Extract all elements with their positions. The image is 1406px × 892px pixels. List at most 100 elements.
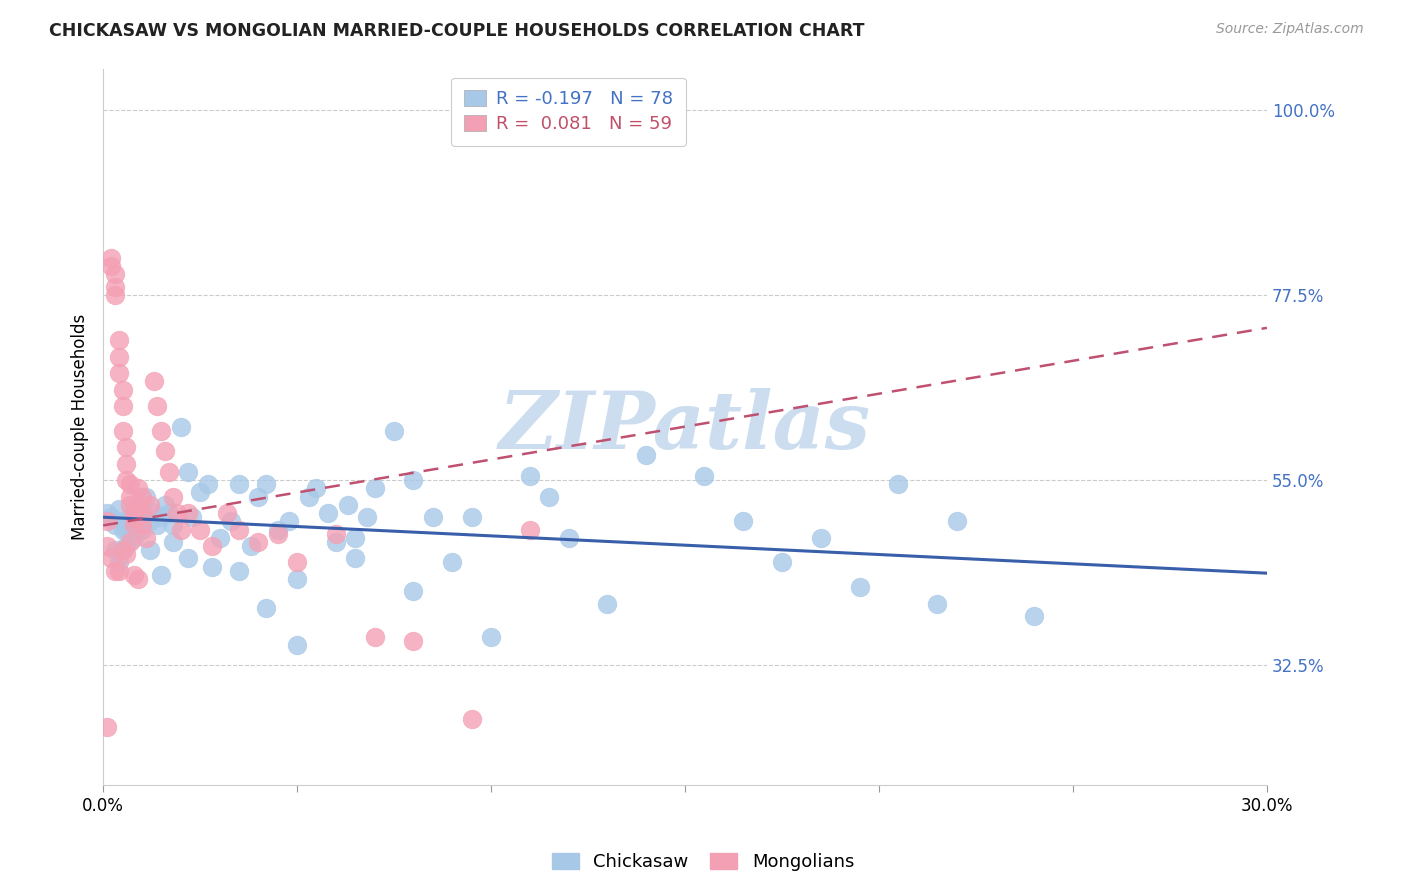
Point xyxy=(104,518,127,533)
Point xyxy=(170,419,193,434)
Point xyxy=(298,490,321,504)
Point xyxy=(135,531,157,545)
Point xyxy=(120,523,142,537)
Point xyxy=(316,506,339,520)
Point xyxy=(177,551,200,566)
Point xyxy=(111,383,134,397)
Point xyxy=(733,514,755,528)
Point xyxy=(197,477,219,491)
Point xyxy=(122,510,145,524)
Point xyxy=(96,514,118,528)
Point xyxy=(177,506,200,520)
Point xyxy=(111,424,134,438)
Point xyxy=(201,559,224,574)
Point xyxy=(519,523,541,537)
Point xyxy=(479,630,502,644)
Point xyxy=(402,473,425,487)
Point xyxy=(848,580,870,594)
Point xyxy=(122,567,145,582)
Point xyxy=(122,506,145,520)
Point xyxy=(887,477,910,491)
Point xyxy=(122,506,145,520)
Point xyxy=(356,510,378,524)
Point xyxy=(170,523,193,537)
Point xyxy=(131,518,153,533)
Point xyxy=(177,465,200,479)
Point xyxy=(228,523,250,537)
Point xyxy=(325,526,347,541)
Point xyxy=(636,449,658,463)
Point xyxy=(810,531,832,545)
Point xyxy=(96,720,118,734)
Point xyxy=(115,457,138,471)
Point xyxy=(107,333,129,347)
Point xyxy=(162,518,184,533)
Legend: R = -0.197   N = 78, R =  0.081   N = 59: R = -0.197 N = 78, R = 0.081 N = 59 xyxy=(451,78,686,145)
Point xyxy=(146,518,169,533)
Point xyxy=(150,424,173,438)
Point xyxy=(131,490,153,504)
Y-axis label: Married-couple Households: Married-couple Households xyxy=(72,313,89,540)
Point xyxy=(945,514,967,528)
Point xyxy=(131,523,153,537)
Point xyxy=(127,514,149,528)
Point xyxy=(228,477,250,491)
Point xyxy=(153,498,176,512)
Point xyxy=(135,490,157,504)
Point xyxy=(122,531,145,545)
Point xyxy=(104,543,127,558)
Point xyxy=(138,514,160,528)
Point xyxy=(153,444,176,458)
Point xyxy=(422,510,444,524)
Point xyxy=(107,366,129,380)
Point xyxy=(402,584,425,599)
Point xyxy=(115,539,138,553)
Point xyxy=(111,523,134,537)
Point xyxy=(228,564,250,578)
Point xyxy=(927,597,949,611)
Point xyxy=(127,572,149,586)
Point xyxy=(382,424,405,438)
Point xyxy=(162,490,184,504)
Point xyxy=(596,597,619,611)
Point xyxy=(107,564,129,578)
Point xyxy=(460,510,482,524)
Point xyxy=(120,477,142,491)
Point xyxy=(100,510,122,524)
Point xyxy=(120,535,142,549)
Point xyxy=(1024,609,1046,624)
Point xyxy=(344,551,367,566)
Point xyxy=(336,498,359,512)
Point xyxy=(115,473,138,487)
Point xyxy=(557,531,579,545)
Point xyxy=(107,350,129,364)
Point xyxy=(402,633,425,648)
Point xyxy=(267,523,290,537)
Point xyxy=(157,506,180,520)
Point xyxy=(138,498,160,512)
Point xyxy=(219,514,242,528)
Point xyxy=(538,490,561,504)
Point xyxy=(267,526,290,541)
Point xyxy=(254,477,277,491)
Point xyxy=(363,482,385,496)
Point xyxy=(460,712,482,726)
Point xyxy=(104,268,127,282)
Point xyxy=(115,440,138,454)
Point xyxy=(188,485,211,500)
Point xyxy=(239,539,262,553)
Point xyxy=(131,506,153,520)
Point xyxy=(770,556,793,570)
Point xyxy=(100,251,122,265)
Point xyxy=(325,535,347,549)
Text: ZIPatlas: ZIPatlas xyxy=(499,388,872,466)
Point xyxy=(120,490,142,504)
Point xyxy=(201,539,224,553)
Point xyxy=(157,465,180,479)
Point xyxy=(111,543,134,558)
Point xyxy=(142,375,165,389)
Text: CHICKASAW VS MONGOLIAN MARRIED-COUPLE HOUSEHOLDS CORRELATION CHART: CHICKASAW VS MONGOLIAN MARRIED-COUPLE HO… xyxy=(49,22,865,40)
Point xyxy=(254,600,277,615)
Point xyxy=(111,399,134,413)
Point xyxy=(162,535,184,549)
